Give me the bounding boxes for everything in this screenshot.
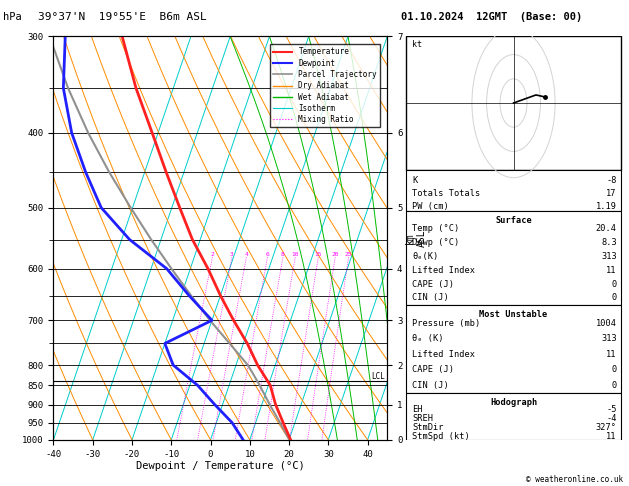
Text: 2: 2 xyxy=(211,252,214,257)
Text: 11: 11 xyxy=(606,350,617,359)
Text: 6: 6 xyxy=(265,252,269,257)
Text: θₑ(K): θₑ(K) xyxy=(413,252,438,261)
Text: Surface: Surface xyxy=(495,216,532,225)
Text: 11: 11 xyxy=(606,266,617,275)
Text: 313: 313 xyxy=(601,334,617,343)
Text: 17: 17 xyxy=(606,189,617,198)
Text: 8.3: 8.3 xyxy=(601,238,617,247)
Text: 20: 20 xyxy=(331,252,339,257)
Text: 15: 15 xyxy=(314,252,322,257)
Text: θₑ (K): θₑ (K) xyxy=(413,334,444,343)
Text: Lifted Index: Lifted Index xyxy=(413,350,476,359)
Text: CIN (J): CIN (J) xyxy=(413,294,449,302)
Bar xyxy=(406,211,621,305)
Text: Lifted Index: Lifted Index xyxy=(413,266,476,275)
Text: PW (cm): PW (cm) xyxy=(413,202,449,211)
Bar xyxy=(406,305,621,394)
Text: EH: EH xyxy=(413,405,423,415)
Text: hPa: hPa xyxy=(3,12,22,22)
Text: 313: 313 xyxy=(601,252,617,261)
Text: 8: 8 xyxy=(281,252,285,257)
X-axis label: Dewpoint / Temperature (°C): Dewpoint / Temperature (°C) xyxy=(136,461,304,471)
Text: Hodograph: Hodograph xyxy=(490,399,537,407)
Text: K: K xyxy=(413,176,418,185)
Text: 4: 4 xyxy=(245,252,248,257)
Text: StmDir: StmDir xyxy=(413,423,444,432)
Text: 10: 10 xyxy=(291,252,299,257)
Bar xyxy=(406,170,621,211)
Text: 39°37'N  19°55'E  B6m ASL: 39°37'N 19°55'E B6m ASL xyxy=(38,12,206,22)
Text: 1004: 1004 xyxy=(596,319,617,328)
Text: Most Unstable: Most Unstable xyxy=(479,310,548,318)
Text: 01.10.2024  12GMT  (Base: 00): 01.10.2024 12GMT (Base: 00) xyxy=(401,12,582,22)
Text: 3: 3 xyxy=(230,252,234,257)
Text: Temp (°C): Temp (°C) xyxy=(413,225,460,233)
Text: 327°: 327° xyxy=(596,423,617,432)
Text: CIN (J): CIN (J) xyxy=(413,381,449,390)
Text: Dewp (°C): Dewp (°C) xyxy=(413,238,460,247)
Text: Pressure (mb): Pressure (mb) xyxy=(413,319,481,328)
Bar xyxy=(406,394,621,440)
Text: © weatheronline.co.uk: © weatheronline.co.uk xyxy=(526,474,623,484)
Text: Totals Totals: Totals Totals xyxy=(413,189,481,198)
Text: -5: -5 xyxy=(606,405,617,415)
Text: 0: 0 xyxy=(611,279,617,289)
Text: 25: 25 xyxy=(345,252,352,257)
Text: CAPE (J): CAPE (J) xyxy=(413,365,454,374)
Text: 0: 0 xyxy=(611,294,617,302)
Text: CAPE (J): CAPE (J) xyxy=(413,279,454,289)
Text: StmSpd (kt): StmSpd (kt) xyxy=(413,432,470,441)
Text: SREH: SREH xyxy=(413,414,433,423)
Text: 20.4: 20.4 xyxy=(596,225,617,233)
Text: -4: -4 xyxy=(606,414,617,423)
Bar xyxy=(406,36,621,170)
Legend: Temperature, Dewpoint, Parcel Trajectory, Dry Adiabat, Wet Adiabat, Isotherm, Mi: Temperature, Dewpoint, Parcel Trajectory… xyxy=(270,44,380,127)
Text: 1.19: 1.19 xyxy=(596,202,617,211)
Text: 0: 0 xyxy=(611,381,617,390)
Text: 0: 0 xyxy=(611,365,617,374)
Text: kt: kt xyxy=(413,40,423,50)
Text: 11: 11 xyxy=(606,432,617,441)
Text: LCL: LCL xyxy=(371,372,385,382)
Y-axis label: km
ASL: km ASL xyxy=(405,229,426,247)
Text: -8: -8 xyxy=(606,176,617,185)
